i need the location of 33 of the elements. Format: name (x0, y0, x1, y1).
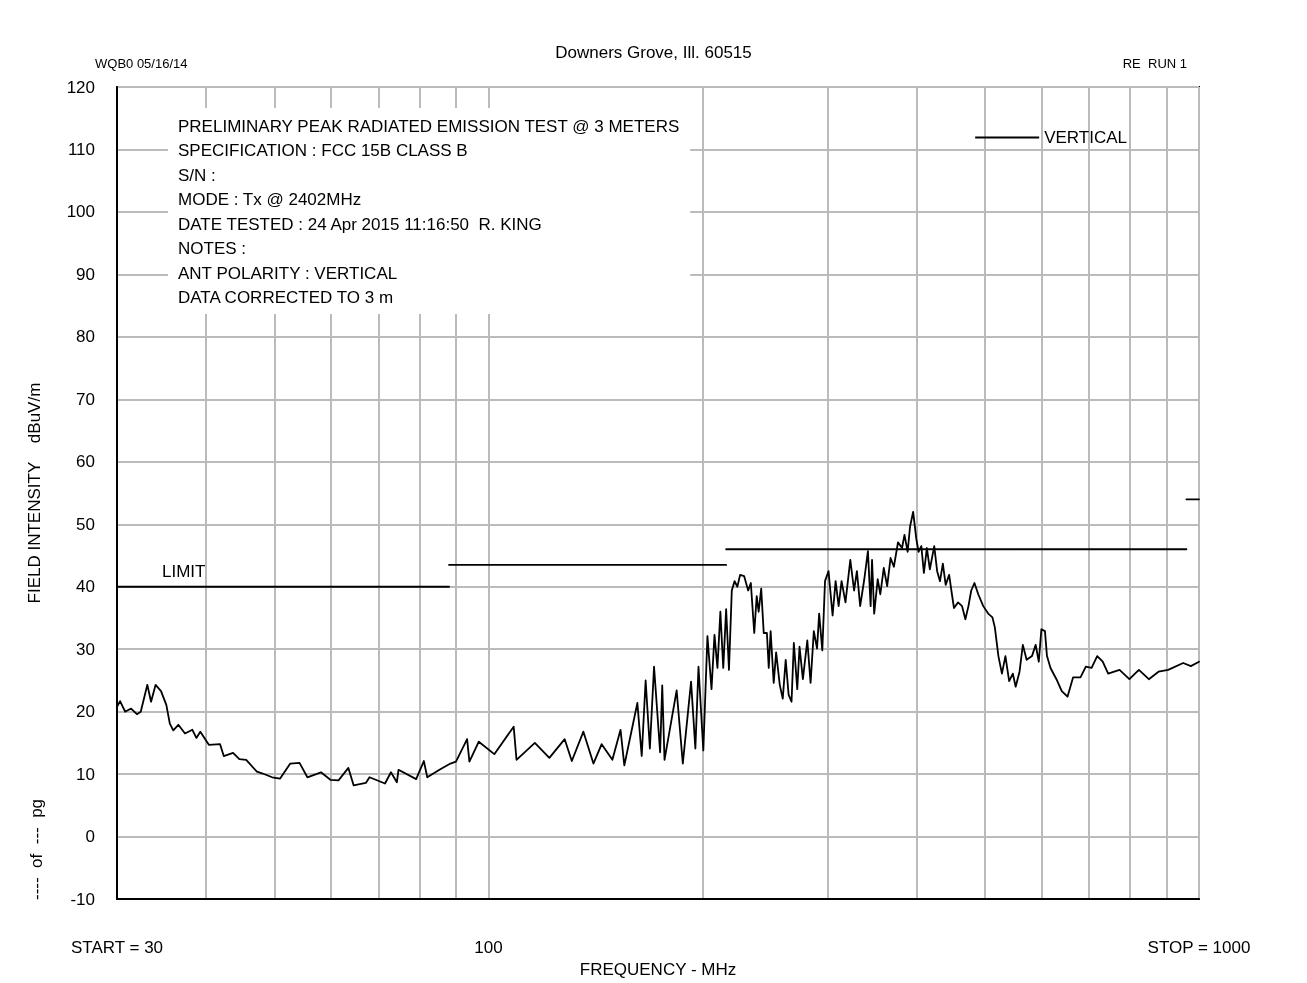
annotation: DATE TESTED : 24 Apr 2015 11:16:50 R. KING (178, 214, 542, 234)
text: PRELIMINARY PEAK RADIATED EMISSION TEST @ 3 METERS (178, 116, 680, 136)
y-tick-label: 60 (76, 452, 95, 472)
y-axis-title: FIELD INTENSITY dBuV/m (25, 382, 44, 604)
annotation: SPECIFICATION : FCC 15B CLASS B (178, 141, 468, 161)
y-tick-label: 70 (76, 389, 95, 409)
y-tick-label: 30 (76, 639, 95, 659)
y-tick-label: 110 (67, 139, 95, 159)
y-tick-label: 90 (76, 264, 95, 284)
annotation: ANT POLARITY : VERTICAL (178, 263, 398, 283)
annotation: NOTES : (178, 239, 247, 259)
annotation: LIMIT (162, 562, 206, 581)
y-tick-label: 80 (76, 327, 95, 347)
annotation: S/N : (178, 165, 216, 185)
y-tick-label: 20 (76, 702, 95, 722)
x-tick-label: 100 (474, 938, 503, 958)
y-tick-label: 100 (66, 202, 95, 222)
x-axis-title: FREQUENCY - MHz (579, 960, 737, 979)
text: WQB0 05/16/14 (95, 56, 188, 71)
y-tick-label: -10 (70, 889, 95, 909)
y-tick-label: 0 (85, 827, 95, 847)
x-tick-label: STOP = 1000 (1147, 938, 1251, 958)
x-tick-label: START = 30 (70, 938, 164, 958)
y-tick-label: 40 (76, 577, 95, 597)
legend-label: VERTICAL (1044, 128, 1127, 147)
y-tick-label: 50 (76, 514, 95, 534)
text: RE RUN 1 (1122, 56, 1188, 71)
chart-subtitle: Downers Grove, Ill. 60515 (555, 43, 752, 62)
annotation: MODE : Tx @ 2402MHz (178, 190, 362, 210)
y-tick-label: 120 (66, 77, 95, 97)
annotation: DATA CORRECTED TO 3 m (178, 288, 394, 308)
text: ---- of --- pg (27, 798, 46, 900)
y-tick-label: 10 (76, 764, 95, 784)
